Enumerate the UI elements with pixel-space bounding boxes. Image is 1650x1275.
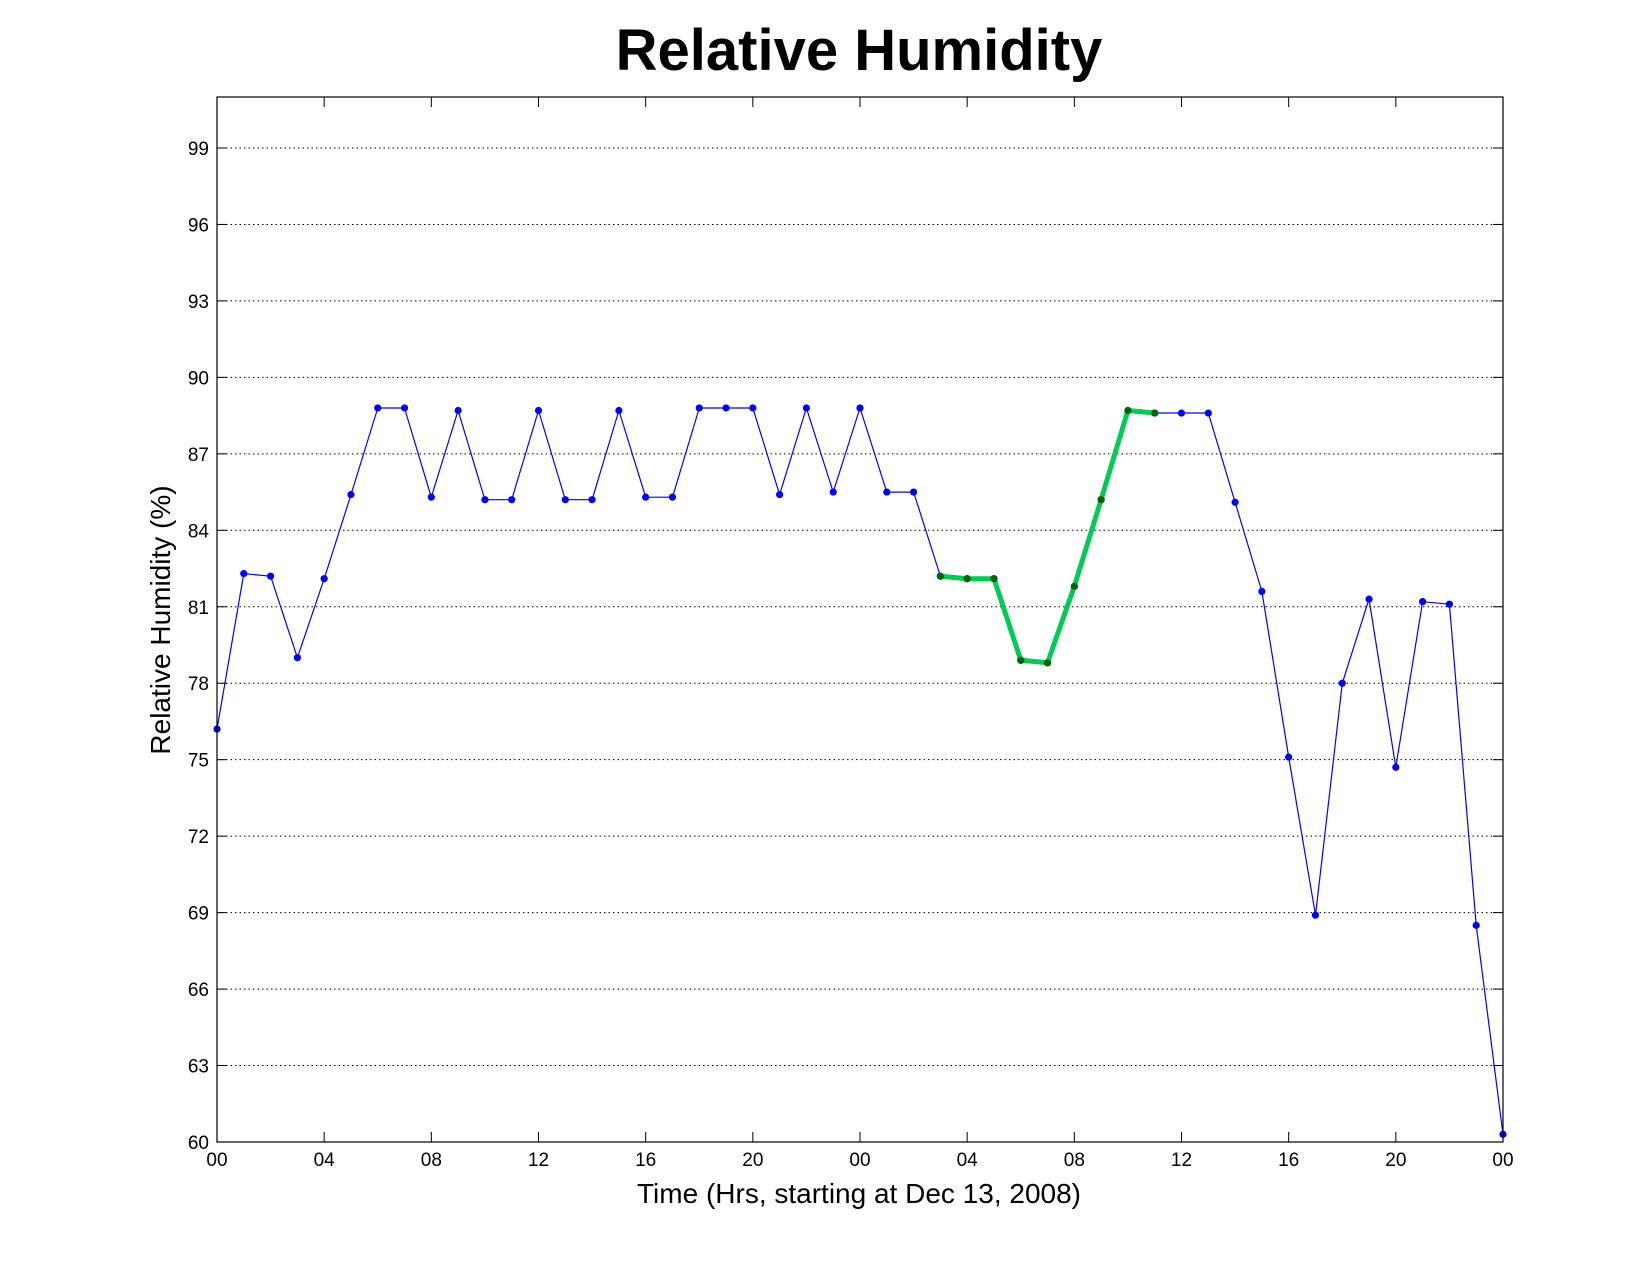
data-point xyxy=(883,488,891,496)
data-point xyxy=(266,572,275,580)
data-point xyxy=(856,404,864,412)
data-point xyxy=(829,488,837,496)
data-point xyxy=(347,491,355,499)
x-tick-label: 00 xyxy=(206,1150,227,1171)
highlight-data-point xyxy=(990,575,998,583)
data-point xyxy=(561,496,569,504)
data-point xyxy=(454,406,462,415)
x-tick-label: 16 xyxy=(635,1150,656,1171)
data-point xyxy=(1204,409,1212,417)
y-tick-label: 63 xyxy=(188,1057,209,1078)
x-tick-label: 20 xyxy=(742,1150,763,1171)
data-point xyxy=(722,404,730,412)
data-point xyxy=(668,493,677,501)
y-tick-label: 93 xyxy=(188,292,209,313)
y-tick-label: 96 xyxy=(188,215,209,236)
data-point xyxy=(1177,409,1186,417)
data-point xyxy=(427,493,435,501)
data-point xyxy=(1472,921,1480,929)
grid-lines xyxy=(217,147,1503,1067)
highlight-series-line xyxy=(940,408,1155,666)
highlight-data-point xyxy=(1070,582,1078,590)
y-tick-label: 72 xyxy=(188,827,209,848)
data-point xyxy=(1258,587,1266,596)
data-point xyxy=(1231,498,1239,506)
y-axis-label: Relative Humidity (%) xyxy=(145,485,176,754)
y-tick-label: 87 xyxy=(188,445,209,466)
y-tick-label: 66 xyxy=(188,980,209,1001)
highlight-data-point xyxy=(1097,496,1105,504)
data-point xyxy=(642,493,650,501)
data-point xyxy=(749,404,757,412)
data-point xyxy=(508,496,516,504)
data-point xyxy=(695,404,703,412)
data-point xyxy=(615,406,623,415)
data-point xyxy=(588,496,596,504)
x-tick-label: 00 xyxy=(1492,1150,1513,1171)
data-point xyxy=(481,496,489,504)
x-tick-label: 08 xyxy=(421,1150,442,1171)
x-tick-label: 12 xyxy=(1171,1150,1192,1171)
data-point xyxy=(1311,911,1320,919)
data-point xyxy=(1338,679,1346,687)
data-point xyxy=(1365,595,1373,603)
data-point xyxy=(400,404,409,412)
highlight-data-point xyxy=(1017,656,1025,664)
y-tick-label: 90 xyxy=(188,368,209,389)
data-point xyxy=(1285,753,1293,761)
plot-area-frame xyxy=(216,96,1504,1143)
data-point xyxy=(240,570,248,578)
series-line xyxy=(216,407,1504,1135)
data-point xyxy=(1445,600,1454,608)
x-axis-label: Time (Hrs, starting at Dec 13, 2008) xyxy=(637,1178,1081,1209)
y-tick-label: 60 xyxy=(188,1133,209,1154)
data-point xyxy=(1419,598,1427,606)
x-tick-label: 20 xyxy=(1385,1150,1406,1171)
axis-ticks: 60 63 66 69 72 75 78 81 84 87 90 93 96 99 00 04 08 12 16 20… xyxy=(188,97,1514,1171)
x-tick-label: 12 xyxy=(528,1150,549,1171)
x-tick-label: 16 xyxy=(1278,1150,1299,1171)
highlight-data-point xyxy=(936,572,944,580)
highlight-data-point xyxy=(1151,409,1159,417)
highlight-data-point xyxy=(963,575,971,583)
chart-title: Relative Humidity xyxy=(616,18,1103,83)
highlight-data-point xyxy=(1124,406,1132,415)
x-tick-label: 04 xyxy=(957,1150,979,1171)
y-tick-label: 75 xyxy=(188,751,209,772)
y-tick-label: 99 xyxy=(188,139,209,160)
x-tick-label: 00 xyxy=(849,1150,870,1171)
y-tick-label: 81 xyxy=(188,598,209,619)
data-series xyxy=(213,404,1507,1138)
data-point xyxy=(320,575,328,583)
data-point xyxy=(776,491,784,499)
y-tick-label: 78 xyxy=(188,674,209,695)
x-tick-label: 08 xyxy=(1064,1150,1085,1171)
data-point xyxy=(1392,763,1400,771)
highlight-data-point xyxy=(1043,659,1052,667)
x-tick-label: 04 xyxy=(314,1150,336,1171)
data-point xyxy=(909,488,918,496)
data-point xyxy=(293,654,301,662)
data-point xyxy=(374,404,382,412)
y-tick-label: 84 xyxy=(188,521,210,542)
y-tick-label: 69 xyxy=(188,904,209,925)
data-point xyxy=(534,406,543,415)
data-point xyxy=(802,404,811,412)
